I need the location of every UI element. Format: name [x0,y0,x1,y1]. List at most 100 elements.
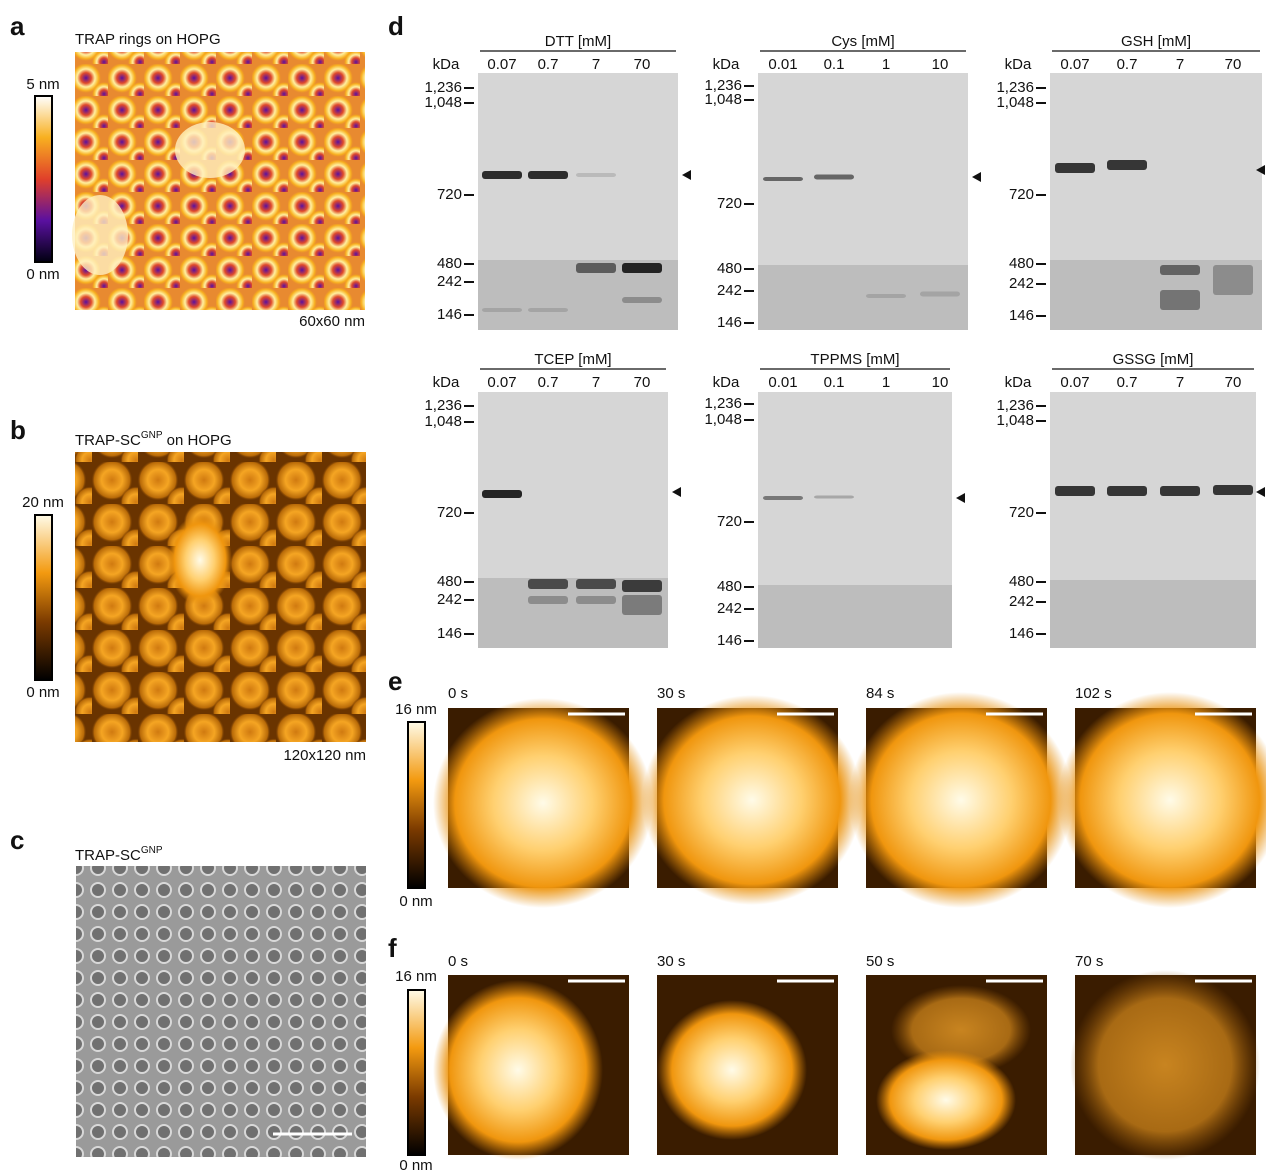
title-main: TRAP-SC [75,847,141,864]
gel-band [920,292,960,297]
panel-title: TRAP-SCGNP on HOPG [75,430,232,449]
panel-label: d [388,11,404,41]
lane-label: 7 [592,56,600,73]
lane-label: 0.01 [768,374,797,391]
gel-band [576,263,616,273]
colorbar-max: 5 nm [26,76,59,93]
gel-band [1160,290,1200,310]
marker-label: 720 [717,195,742,212]
afm-feature [642,695,862,905]
gel-title: GSSG [mM] [1113,351,1194,368]
gel-unit: kDa [433,374,460,391]
marker-label: 720 [1009,186,1034,203]
afm-feature [849,692,1073,908]
marker-label: 146 [717,314,742,331]
marker-label: 480 [1009,255,1034,272]
lane-label: 7 [1176,374,1184,391]
gel-unit: kDa [713,56,740,73]
lane-label: 0.07 [1060,374,1089,391]
gel-band [763,177,803,181]
marker-label: 720 [1009,504,1034,521]
frame-label: 50 s [866,953,894,970]
marker-label: 146 [1009,307,1034,324]
lane-label: 0.7 [1117,56,1138,73]
lane-label: 0.7 [538,56,559,73]
frame-label: 30 s [657,685,685,702]
afm-patch [175,122,245,178]
afm-feature [876,1050,1016,1150]
panel-label: b [10,415,26,445]
title-sup: GNP [141,845,163,856]
marker-label: 1,048 [704,91,742,108]
lane-label: 70 [634,56,651,73]
lane-label: 10 [932,56,949,73]
marker-label: 480 [717,260,742,277]
lane-label: 0.1 [824,374,845,391]
gel-title: DTT [mM] [545,33,611,50]
lane-label: 0.7 [538,374,559,391]
lane-label: 0.07 [487,56,516,73]
gel-band [1160,486,1200,496]
marker-label: 720 [437,504,462,521]
marker-label: 242 [717,282,742,299]
gel-band [576,173,616,177]
marker-label: 146 [437,306,462,323]
lane-label: 7 [592,374,600,391]
afm-feature [433,980,603,1160]
gel-band [1160,265,1200,275]
gel-band [622,297,662,303]
marker-label: 242 [437,273,462,290]
afm-feature [1070,970,1260,1160]
marker-label: 146 [437,625,462,642]
marker-label: 146 [717,632,742,649]
lane-label: 7 [1176,56,1184,73]
marker-label: 146 [1009,625,1034,642]
lane-label: 0.07 [487,374,516,391]
band-arrow [682,170,691,180]
marker-label: 242 [1009,593,1034,610]
gel-unit: kDa [1005,374,1032,391]
frame-label: 70 s [1075,953,1103,970]
marker-label: 1,048 [704,411,742,428]
gel-title: Cys [mM] [831,33,894,50]
afm-image [75,52,365,310]
colorbar [408,990,425,1155]
figure: aTRAP rings on HOPG5 nm0 nm60x60 nmbTRAP… [0,0,1266,1174]
gel-band [576,579,616,589]
gel-band [814,496,854,499]
gel-unit: kDa [713,374,740,391]
gel-unit: kDa [433,56,460,73]
gel-band [1107,486,1147,496]
lane-label: 0.1 [824,56,845,73]
gel-band [814,175,854,180]
gel-band [576,596,616,604]
colorbar-max: 16 nm [395,968,437,985]
gel-band [1213,265,1253,295]
gel-band [482,308,522,312]
gel-lower [758,265,968,330]
colorbar-max: 20 nm [22,494,64,511]
frame-label: 0 s [448,685,468,702]
gel-band [528,308,568,312]
band-arrow [1256,487,1265,497]
panel-title: TRAP rings on HOPG [75,31,221,48]
scale-label: 60x60 nm [299,313,365,330]
lane-label: 10 [932,374,949,391]
panel-label: c [10,825,24,855]
gel-band [622,263,662,273]
panel-label: f [388,933,397,963]
gel-band [763,496,803,500]
marker-label: 1,236 [704,395,742,412]
colorbar-min: 0 nm [26,266,59,283]
marker-label: 480 [717,578,742,595]
lane-label: 1 [882,56,890,73]
marker-label: 1,236 [424,397,462,414]
gel-band [528,171,568,179]
band-arrow [972,172,981,182]
gel-band [1107,160,1147,170]
gel-band [1213,485,1253,495]
gel-band [482,171,522,179]
afm-patch [168,515,232,605]
panel-title: TRAP-SCGNP [75,845,163,864]
gel-band [1055,486,1095,496]
